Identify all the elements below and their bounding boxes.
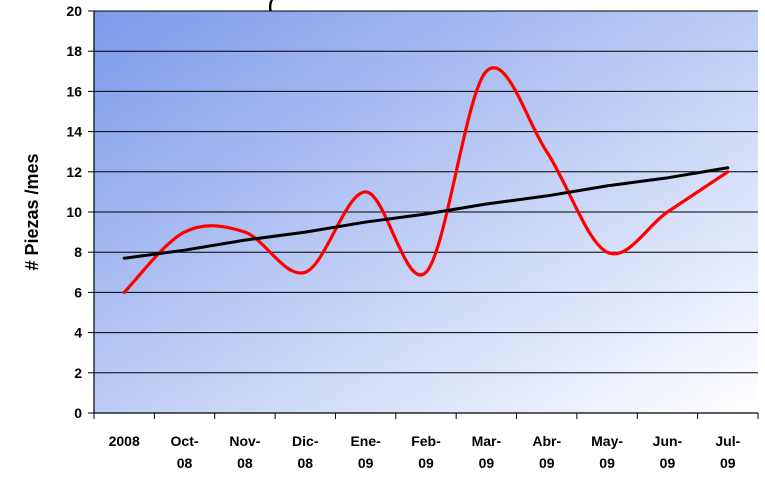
trend-line [122, 166, 730, 260]
x-tick-label: Ene-09 [350, 433, 381, 471]
axes [88, 10, 759, 419]
series [122, 66, 730, 294]
x-tick-label: Feb-09 [411, 433, 441, 471]
y-axis-title: # Piezas /mes [22, 153, 42, 270]
trend-point [183, 248, 187, 252]
trend-point [726, 166, 730, 170]
data-point [364, 190, 368, 194]
x-tick-label: Dic-08 [292, 433, 319, 471]
data-point [122, 290, 126, 294]
trend-point [122, 256, 126, 260]
y-tick-label: 12 [66, 164, 82, 180]
chart-title: ( [268, 0, 274, 16]
x-tick-label: Jun-09 [653, 433, 683, 471]
y-tick-label: 6 [74, 284, 82, 300]
trend-point [665, 176, 669, 180]
trend-point [243, 238, 247, 242]
data-point [726, 170, 730, 174]
data-point [183, 230, 187, 234]
trend-point [424, 212, 428, 216]
trend-point [303, 230, 307, 234]
data-point [424, 270, 428, 274]
gridlines [94, 10, 758, 414]
trend-point [605, 184, 609, 188]
y-tick-label: 20 [66, 3, 82, 19]
y-tick-label: 0 [74, 405, 82, 421]
trend-point [484, 202, 488, 206]
x-tick-label: Nov-08 [229, 433, 260, 471]
x-tick-label: Abr-09 [532, 433, 561, 471]
y-tick-label: 8 [74, 244, 82, 260]
y-tick-label: 4 [74, 325, 82, 341]
y-tick-label: 2 [74, 365, 82, 381]
series-line [122, 66, 730, 294]
data-point [665, 210, 669, 214]
x-tick-label: 2008 [109, 433, 140, 449]
y-tick-label: 18 [66, 43, 82, 59]
trend-point [545, 194, 549, 198]
x-tick-label: Oct-08 [171, 433, 199, 471]
data-point [303, 270, 307, 274]
data-point [605, 250, 609, 254]
y-tick-label: 16 [66, 83, 82, 99]
data-point [545, 150, 549, 154]
y-tick-label: 10 [66, 204, 82, 220]
y-tick-labels: 0 2 4 6 8 10 12 14 16 18 20 [66, 3, 82, 421]
x-tick-label: May-09 [591, 433, 623, 471]
x-tick-label: Mar-09 [472, 433, 502, 471]
data-point [243, 230, 247, 234]
trend-point [364, 220, 368, 224]
x-tick-labels: 2008 Oct-08 Nov-08 Dic-08 Ene-09 Feb-09 Mar-09… [109, 433, 741, 471]
data-point [484, 69, 488, 73]
x-tick-label: Jul-09 [715, 433, 740, 471]
y-tick-label: 14 [66, 124, 82, 140]
